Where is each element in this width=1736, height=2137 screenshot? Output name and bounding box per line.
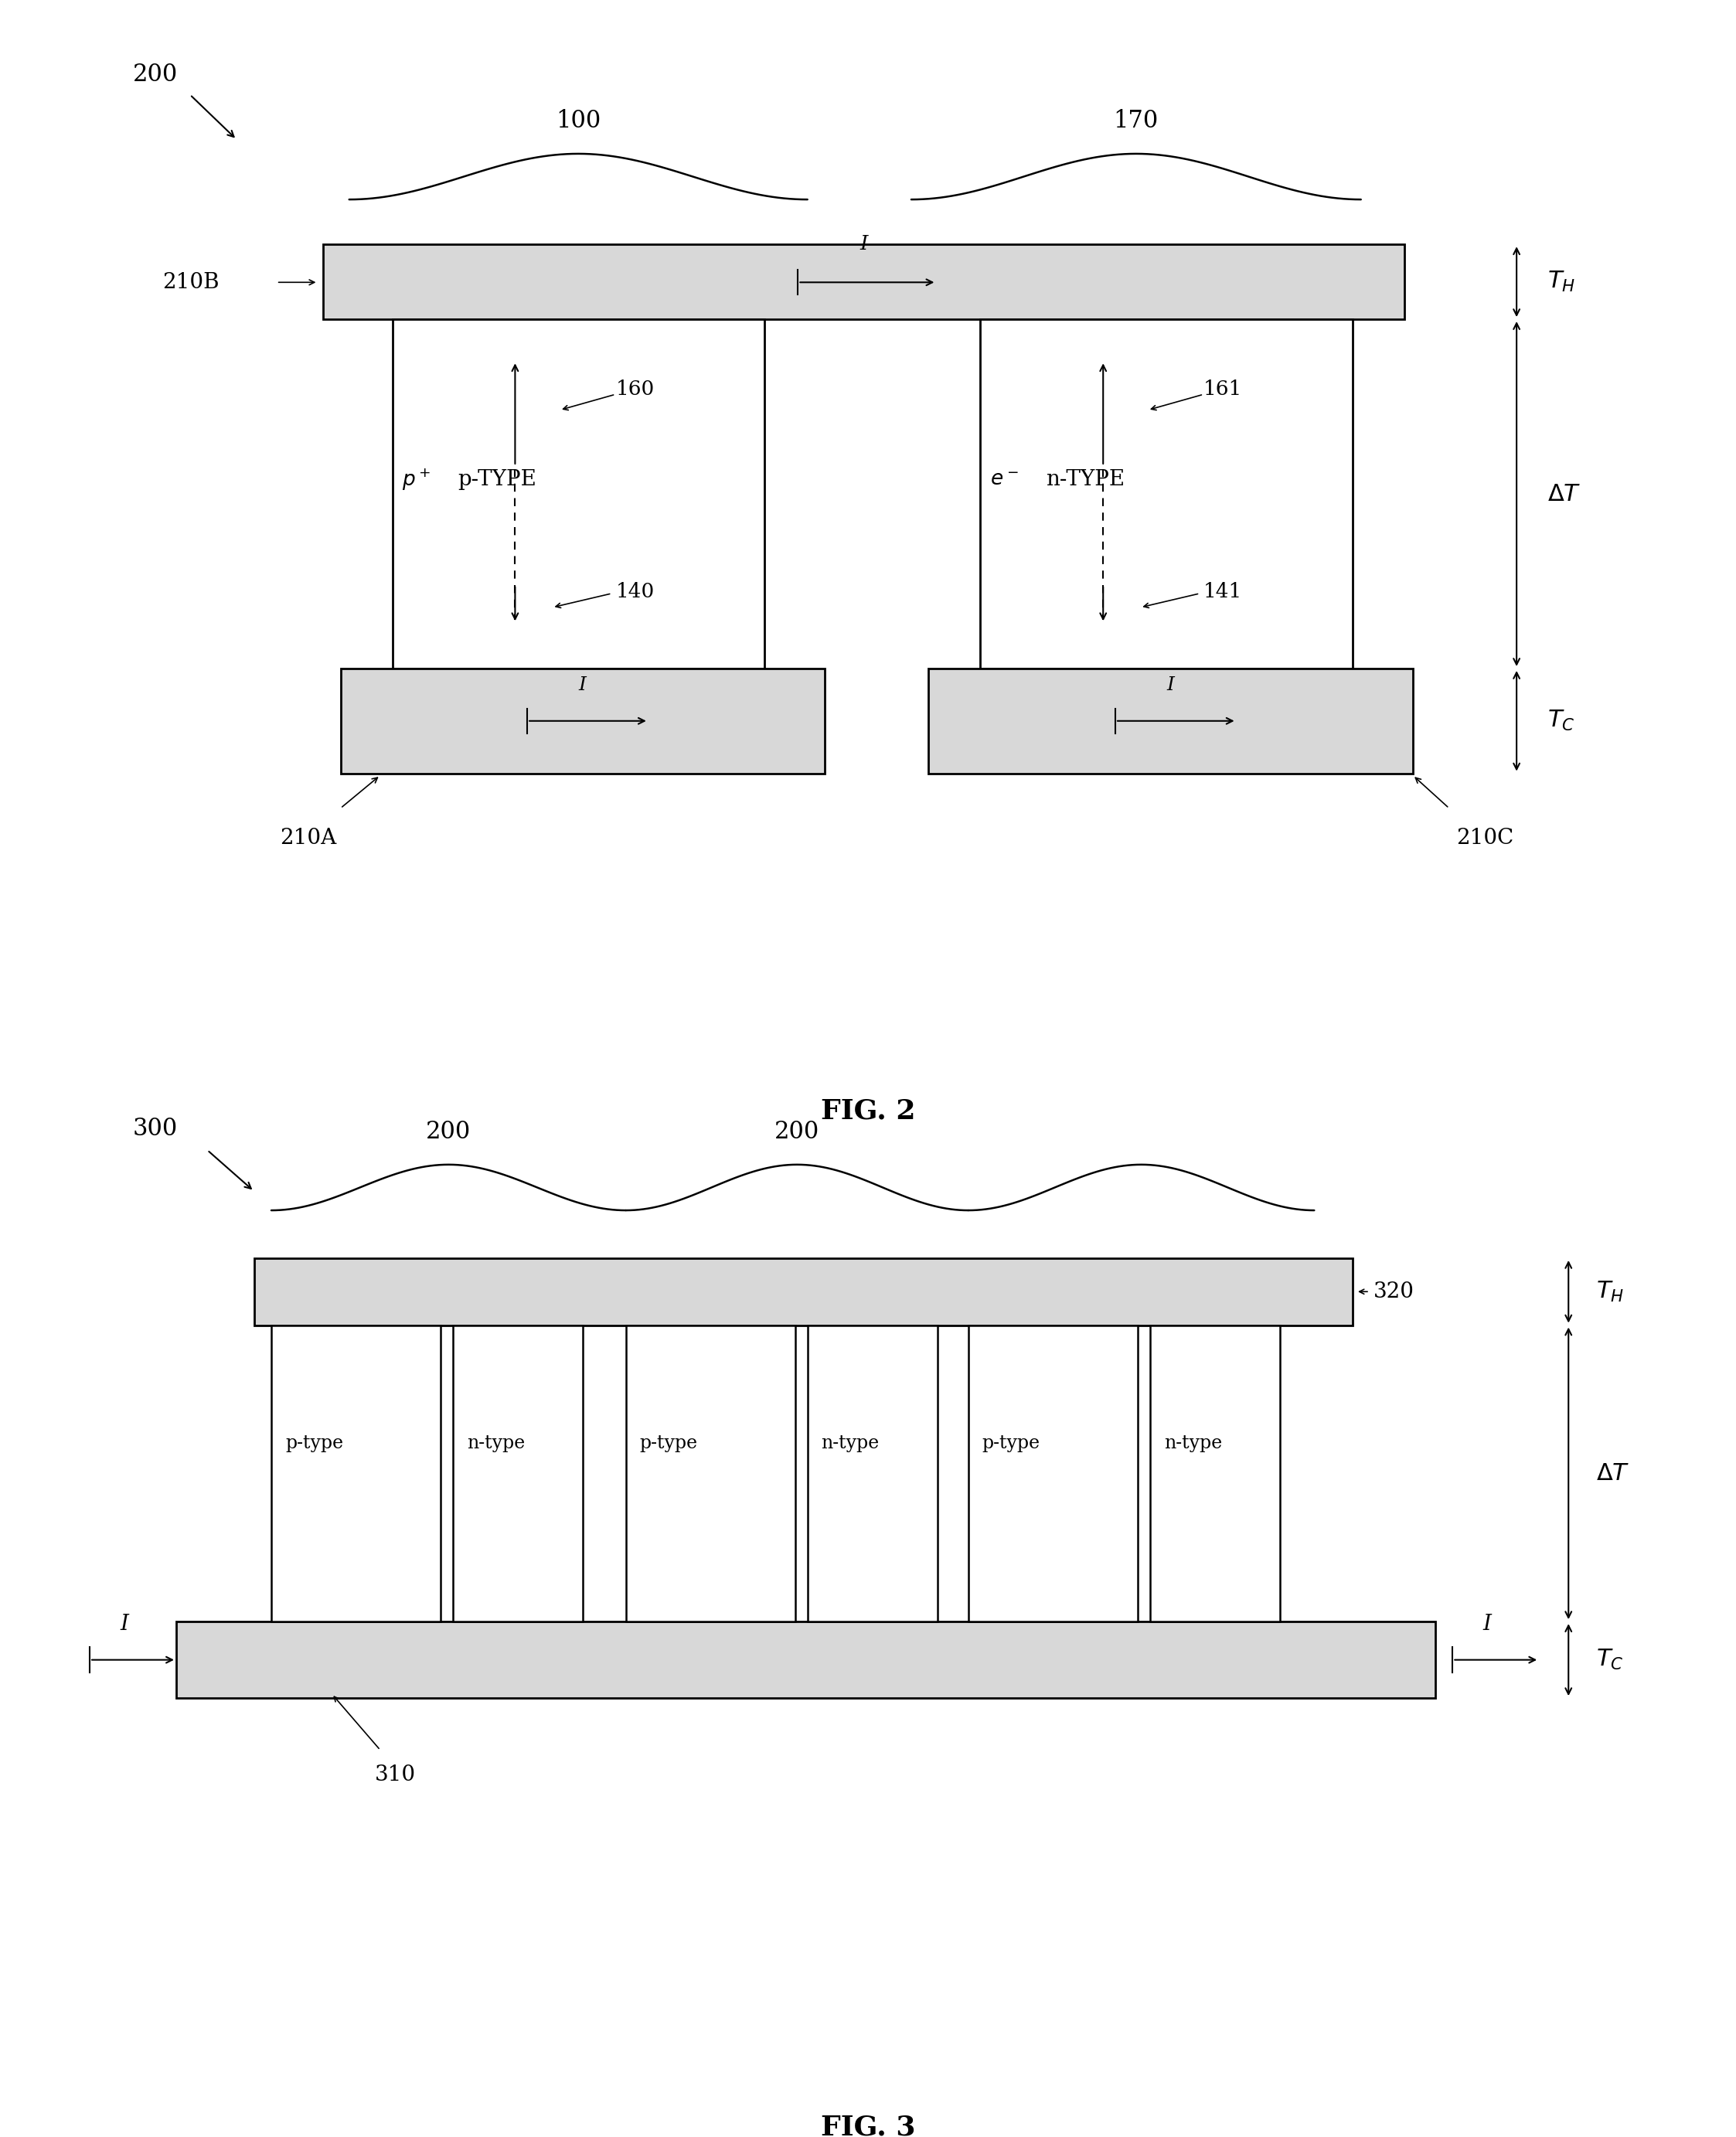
- Bar: [175, 1622, 1436, 1699]
- Text: p-type: p-type: [285, 1434, 344, 1453]
- Bar: [271, 1325, 441, 1622]
- Text: $T_C$: $T_C$: [1549, 709, 1575, 733]
- Text: 210A: 210A: [279, 827, 337, 848]
- Bar: [981, 318, 1352, 669]
- Text: 210C: 210C: [1457, 827, 1514, 848]
- Text: $\Delta T$: $\Delta T$: [1595, 1462, 1630, 1485]
- Text: $T_H$: $T_H$: [1595, 1280, 1625, 1304]
- Text: I: I: [578, 675, 587, 695]
- Bar: [929, 669, 1413, 774]
- Text: p-TYPE: p-TYPE: [458, 470, 536, 489]
- Text: n-type: n-type: [1163, 1434, 1222, 1453]
- Bar: [627, 1325, 795, 1622]
- Bar: [253, 1259, 1352, 1325]
- Bar: [392, 318, 764, 669]
- Bar: [453, 1325, 583, 1622]
- Text: FIG. 2: FIG. 2: [821, 1098, 915, 1124]
- Text: 210B: 210B: [163, 271, 219, 293]
- Text: 170: 170: [1113, 109, 1158, 132]
- Text: n-type: n-type: [467, 1434, 524, 1453]
- Text: 310: 310: [375, 1765, 417, 1787]
- Text: I: I: [1483, 1613, 1491, 1635]
- Text: $T_H$: $T_H$: [1549, 269, 1576, 295]
- Text: I: I: [120, 1613, 128, 1635]
- Bar: [340, 669, 825, 774]
- Text: 200: 200: [425, 1120, 470, 1143]
- Text: 141: 141: [1203, 581, 1243, 600]
- Text: p-type: p-type: [983, 1434, 1040, 1453]
- Text: 161: 161: [1203, 380, 1243, 400]
- Bar: [807, 1325, 937, 1622]
- Bar: [1149, 1325, 1279, 1622]
- Text: I: I: [859, 233, 868, 252]
- Text: $e^-$: $e^-$: [990, 470, 1019, 489]
- Text: n-type: n-type: [821, 1434, 880, 1453]
- Text: $T_C$: $T_C$: [1595, 1648, 1623, 1671]
- Text: FIG. 3: FIG. 3: [821, 2113, 915, 2137]
- Text: p-type: p-type: [639, 1434, 698, 1453]
- Text: 200: 200: [134, 62, 179, 88]
- Text: 100: 100: [556, 109, 601, 132]
- Text: $\Delta T$: $\Delta T$: [1549, 483, 1581, 506]
- Text: 200: 200: [774, 1120, 819, 1143]
- Text: $p^+$: $p^+$: [401, 468, 431, 492]
- Text: 300: 300: [134, 1118, 179, 1141]
- Text: 320: 320: [1373, 1282, 1415, 1301]
- Text: 160: 160: [616, 380, 654, 400]
- Text: 140: 140: [616, 581, 654, 600]
- Bar: [323, 244, 1404, 318]
- Bar: [969, 1325, 1137, 1622]
- Text: I: I: [1167, 675, 1175, 695]
- Text: n-TYPE: n-TYPE: [1047, 470, 1125, 489]
